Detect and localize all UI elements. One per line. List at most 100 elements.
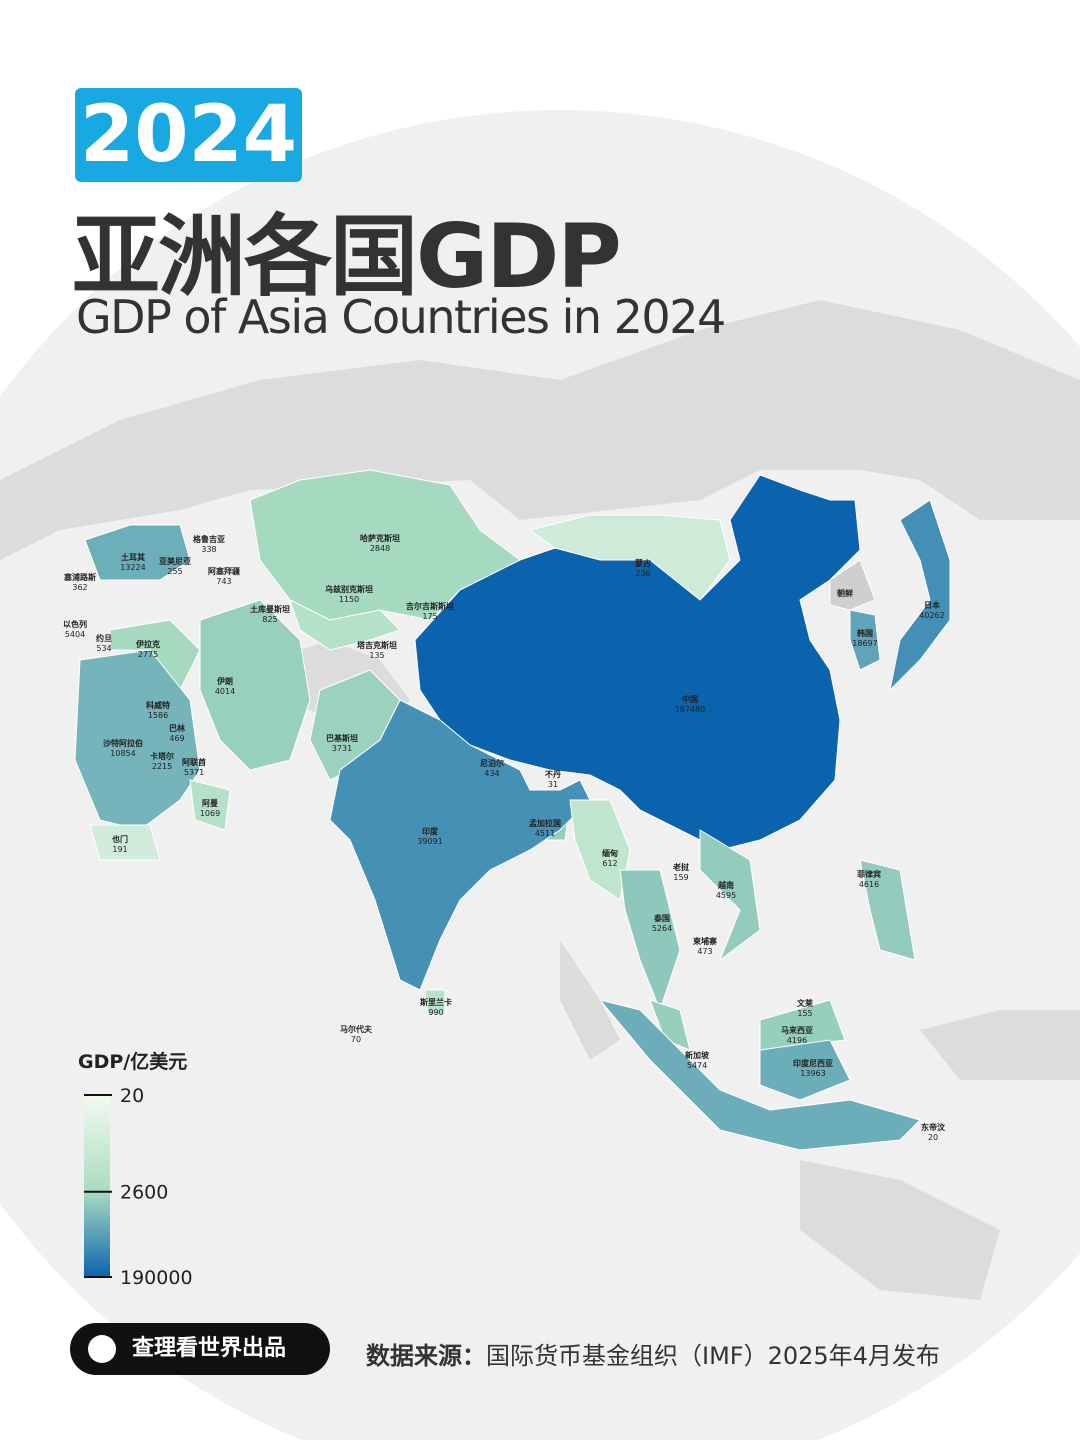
country-value: 1069 [200, 809, 220, 818]
country-name: 缅甸 [602, 848, 618, 858]
country-name: 约旦 [96, 633, 112, 643]
country-name: 柬埔寨 [692, 936, 717, 946]
source-text: 国际货币基金组织（IMF）2025年4月发布 [486, 1342, 940, 1370]
country-name: 马尔代夫 [340, 1024, 373, 1034]
country-name: 韩国 [857, 628, 873, 638]
country-value: 4014 [215, 687, 235, 696]
country-name: 巴林 [169, 723, 185, 733]
title: 亚洲各国GDP [72, 205, 622, 308]
country-shape [89, 824, 161, 861]
country-value: 1150 [339, 595, 359, 604]
source: 数据来源：国际货币基金组织（IMF）2025年4月发布 [366, 1336, 940, 1371]
country-name: 伊拉克 [135, 639, 160, 649]
country-value: 10854 [110, 749, 135, 758]
year-badge: 2024 [75, 88, 302, 182]
country-value: 990 [428, 1008, 443, 1017]
country-shape [849, 609, 881, 671]
legend-tick-label: 2600 [120, 1182, 168, 1204]
country-shape [649, 999, 846, 1051]
country-name: 卡塔尔 [150, 751, 174, 761]
country-value: 2215 [152, 762, 172, 771]
country-shape [829, 559, 876, 611]
country-value: 362 [72, 583, 87, 592]
country-name: 以色列 [63, 619, 87, 629]
country-name: 东帝汶 [921, 1122, 946, 1132]
country-value: 473 [697, 947, 712, 956]
brand-text: 查理看世界出品 [132, 1336, 287, 1361]
country-name: 文莱 [797, 998, 813, 1008]
country-value: 31 [548, 780, 558, 789]
country-name: 塔吉克斯坦 [357, 640, 397, 650]
country-name: 吉尔吉斯斯坦 [406, 601, 454, 611]
country-value: 338 [201, 545, 216, 554]
country-name: 乌兹别克斯坦 [325, 584, 373, 594]
country-shape [74, 649, 201, 831]
country-value: 187480 [675, 705, 706, 714]
country-name: 斯里兰卡 [420, 997, 452, 1007]
country-shape [598, 999, 921, 1151]
country-value: 4196 [787, 1036, 807, 1045]
country-name: 伊朗 [216, 676, 233, 686]
country-value: 743 [216, 577, 231, 586]
source-label: 数据来源： [366, 1342, 486, 1370]
country-name: 塞浦路斯 [63, 572, 96, 582]
country-name: 土耳其 [121, 552, 145, 562]
country-value: 2775 [138, 650, 158, 659]
country-name: 日本 [924, 600, 940, 610]
country-name: 也门 [112, 834, 128, 844]
country-name: 阿塞拜疆 [208, 566, 240, 576]
country-name: 越南 [717, 880, 734, 890]
country-shape [199, 599, 311, 771]
country-name: 土库曼斯坦 [250, 604, 290, 614]
country-value: 5404 [65, 630, 85, 639]
country-name: 印度尼西亚 [793, 1058, 833, 1068]
country-name: 科威特 [146, 700, 170, 710]
country-value: 155 [797, 1009, 812, 1018]
country-value: 4511 [535, 829, 555, 838]
country-name: 亚美尼亚 [159, 556, 191, 566]
country-shape [569, 799, 631, 901]
country-name: 中国 [682, 694, 698, 704]
country-name: 沙特阿拉伯 [103, 738, 143, 748]
country-value: 175 [422, 612, 437, 621]
legend-tick-label: 190000 [120, 1267, 193, 1289]
country-name: 印度 [422, 826, 439, 836]
country-shape [289, 599, 401, 651]
country-value: 4595 [716, 891, 736, 900]
country-name: 格鲁吉亚 [193, 534, 225, 544]
country-value: 3731 [332, 744, 352, 753]
country-name: 蒙古 [635, 558, 651, 568]
country-value: 434 [484, 769, 499, 778]
country-name: 阿联酋 [182, 757, 206, 767]
brand-icon [88, 1335, 116, 1363]
country-value: 40262 [919, 611, 944, 620]
country-shape [699, 829, 761, 962]
country-value: 39091 [417, 837, 442, 846]
country-shape [889, 499, 951, 692]
brand: 查理看世界出品 [70, 1323, 330, 1375]
country-value: 469 [169, 734, 184, 743]
country-value: 4616 [859, 880, 879, 889]
country-name: 不丹 [545, 770, 561, 779]
country-shape [414, 474, 861, 851]
country-shape [859, 859, 916, 961]
country-value: 2848 [370, 544, 390, 553]
country-name: 尼泊尔 [480, 758, 504, 768]
country-value: 191 [112, 845, 127, 854]
country-value: 18697 [852, 639, 877, 648]
country-name: 新加坡 [685, 1050, 710, 1060]
country-name: 菲律宾 [857, 869, 881, 879]
legend-bar [84, 1095, 110, 1277]
country-value: 534 [96, 644, 111, 653]
country-name: 哈萨克斯坦 [360, 533, 400, 543]
country-value: 825 [262, 615, 277, 624]
country-value: 135 [369, 651, 384, 660]
country-value: 612 [602, 859, 617, 868]
country-shape [424, 989, 446, 1016]
country-value: 13224 [120, 563, 145, 572]
country-name: 朝鲜 [837, 588, 853, 598]
country-shape [84, 524, 191, 581]
country-value: 5371 [184, 768, 204, 777]
